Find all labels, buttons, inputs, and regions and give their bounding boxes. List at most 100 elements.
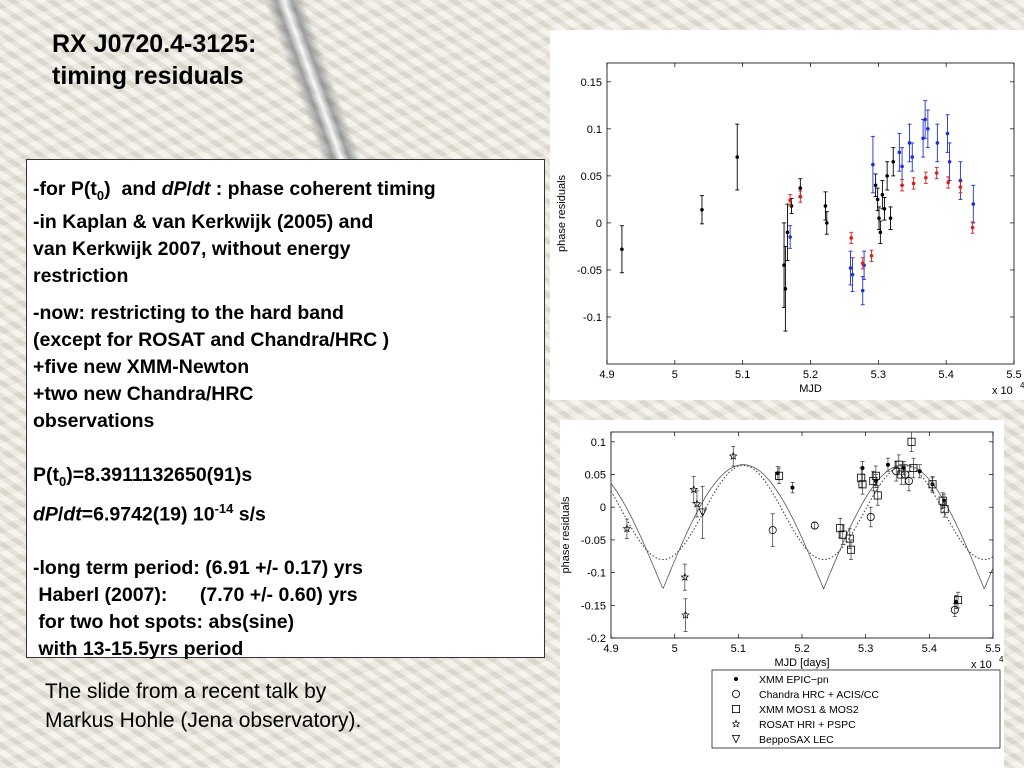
chart-bottom: 4.9 5 5.1 5.2 5.3 5.4 5.5 -0.2 -0.15 -0.1 -0.05 0 0.… [560, 420, 1004, 768]
x-multiplier: x 10 [971, 659, 992, 671]
data-point [911, 181, 916, 186]
legend-box [711, 669, 1001, 749]
x-axis-label: MJD [799, 383, 822, 395]
italic-dt: dt [191, 178, 211, 200]
data-point [734, 677, 738, 681]
y-tick-label: 0.15 [581, 77, 602, 89]
data-point [622, 524, 632, 533]
y-tick-label: -0.1 [583, 312, 602, 324]
chart-top-svg: 4.9 5 5.1 5.2 5.3 5.4 5.5 -0.1 -0.05 0 0.05 0.1 0.15… [556, 62, 1024, 397]
credit-text: The slide from a recent talk by Markus H… [45, 677, 465, 735]
data-point [928, 480, 937, 489]
data-point [728, 451, 738, 460]
text-line-5: -now: restricting to the hard band [33, 301, 344, 324]
y-axis-label: phase residuals [556, 174, 568, 252]
superscript: -14 [214, 500, 234, 516]
x-tick-label: 5.2 [803, 369, 818, 381]
legend-label: BeppoSAX LEC [759, 734, 834, 746]
data-point [788, 235, 792, 239]
data-point [731, 704, 740, 713]
data-point [823, 204, 828, 208]
data-point [860, 288, 865, 293]
pdot-line: dP/dt=6.9742(19) 10-14 s/s [33, 495, 544, 529]
x-multiplier: x 10 [992, 385, 1013, 397]
data-point [681, 610, 690, 619]
data-point [882, 206, 887, 211]
data-point [731, 689, 740, 698]
data-point [885, 174, 889, 178]
y-tick-label: 0 [596, 218, 602, 230]
data-series [788, 100, 976, 306]
data-point [897, 470, 906, 479]
text-fragment: / [57, 503, 64, 526]
x-multiplier-exp: 4 [1020, 381, 1024, 390]
data-point [875, 197, 880, 202]
data-point [869, 254, 874, 258]
period-line: P(t0)=8.3911132650(91)s [33, 462, 544, 495]
legend-label: XMM EPIC−pn [759, 674, 829, 686]
data-point [836, 524, 845, 533]
x-tick-label: 5.4 [922, 643, 937, 655]
y-tick-label: 0.05 [581, 171, 602, 183]
data-point [850, 272, 855, 277]
data-point [871, 471, 880, 480]
data-point [907, 141, 912, 145]
chart-top: 4.9 5 5.1 5.2 5.3 5.4 5.5 -0.1 -0.05 0 0.05 0.1 0.15… [550, 30, 1024, 400]
data-point [897, 150, 902, 155]
data-point [680, 572, 690, 581]
text-fragment: =6.9742(19) 10 [81, 503, 215, 526]
data-point [885, 462, 890, 467]
credit-line-1: The slide from a recent talk by [45, 680, 327, 703]
data-point [878, 230, 883, 235]
data-point [935, 141, 940, 145]
italic-dt: dt [63, 503, 82, 526]
y-axis-label: phase residuals [560, 496, 572, 574]
y-tick-label: -0.1 [587, 568, 606, 580]
data-point [798, 186, 803, 190]
text-line-8: +two new Chandra/HRC [33, 382, 254, 405]
data-point [824, 221, 829, 225]
data-point [880, 192, 885, 197]
x-tick-label: 5.5 [1006, 369, 1021, 381]
data-point [700, 207, 704, 212]
x-tick-label: 5 [672, 369, 678, 381]
y-tick-label: -0.2 [587, 633, 606, 645]
x-tick-label: 5.4 [939, 369, 954, 381]
plot-frame [610, 431, 994, 639]
data-point [788, 198, 792, 203]
text-line-2: -in Kaplan & van Kerkwijk (2005) and [33, 210, 374, 233]
text-fragment: / [186, 178, 192, 200]
data-point [900, 164, 904, 169]
data-point [810, 521, 819, 530]
text-line-10: -long term period: (6.91 +/- 0.17) yrs [33, 557, 363, 580]
data-point [848, 266, 853, 270]
data-point [768, 526, 777, 535]
x-tick-label: 5.3 [871, 369, 886, 381]
text-line-6: (except for ROSAT and Chandra/HRC ) [33, 328, 390, 351]
data-point [958, 185, 963, 189]
text-line-13: with 13-15.5yrs period [33, 638, 244, 661]
y-tick-label: -0.15 [581, 600, 606, 612]
spacer [33, 435, 544, 462]
text-line-3: van Kerkwijk 2007, without energy [33, 237, 351, 260]
x-tick-label: 5.5 [985, 643, 1000, 655]
data-point [735, 155, 740, 159]
chart-bottom-svg: 4.9 5 5.1 5.2 5.3 5.4 5.5 -0.2 -0.15 -0.1 -0.05 0 0.… [560, 431, 1004, 749]
data-series [788, 166, 975, 270]
data-series [775, 431, 962, 609]
data-point [907, 437, 916, 446]
data-point [866, 513, 875, 522]
x-tick-label: 4.9 [603, 643, 618, 655]
y-tick-label: -0.05 [581, 535, 606, 547]
data-point [940, 505, 949, 514]
y-tick-label: 0.1 [591, 437, 606, 449]
y-tick-label: 0.05 [585, 470, 606, 482]
legend-label: ROSAT HRI + PSPC [759, 719, 856, 731]
spacer [33, 290, 544, 300]
data-point [953, 596, 962, 605]
y-tick-label: -0.05 [577, 265, 602, 277]
x-multiplier-exp: 4 [999, 655, 1004, 664]
data-point [923, 117, 927, 122]
data-point [785, 230, 790, 235]
data-point [620, 247, 624, 252]
